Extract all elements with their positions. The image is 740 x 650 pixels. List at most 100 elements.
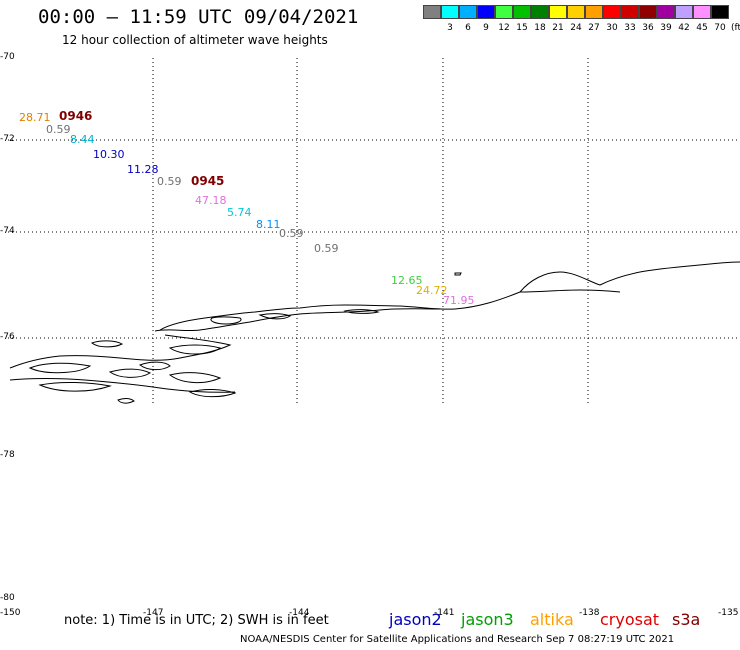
legend-item: 12 (495, 5, 513, 33)
wave-height-value: 47.18 (195, 194, 227, 207)
legend-item: 18 (531, 5, 549, 33)
lat-label: -72 (0, 134, 15, 144)
lon-label: -144 (289, 608, 310, 618)
legend-swatch (693, 5, 711, 19)
legend-item: 3 (441, 5, 459, 33)
legend-swatch (711, 5, 729, 19)
legend-item: 15 (513, 5, 531, 33)
wave-height-value: 0.59 (279, 227, 304, 240)
legend-swatch (639, 5, 657, 19)
ice-island (138, 361, 171, 371)
color-legend: 3 6 9 12 15 18 21 24 27 30 33 36 39 42 4… (423, 5, 740, 33)
legend-item: 42 (675, 5, 693, 33)
legend-swatch (459, 5, 477, 19)
ice-island (108, 368, 152, 378)
legend-item: 24 (567, 5, 585, 33)
wave-height-value: 10.30 (93, 148, 125, 161)
map-subtitle: 12 hour collection of altimeter wave hei… (62, 33, 328, 47)
legend-label: 33 (624, 23, 636, 33)
pass-time-label: 0946 (59, 109, 93, 123)
legend-label: 70 (714, 23, 726, 33)
legend-swatch (567, 5, 585, 19)
wave-height-value: 24.72 (416, 284, 448, 297)
legend-item: 70 (711, 5, 729, 33)
ice-island (28, 362, 92, 374)
ice-shelf (9, 378, 236, 393)
ice-island (168, 344, 222, 355)
legend-unit: (ft) (731, 23, 740, 33)
graticule (8, 58, 740, 406)
wave-height-value: 0.59 (314, 242, 339, 255)
coastline-shelf (154, 308, 441, 332)
legend-item: 9 (477, 5, 495, 33)
wave-height-value: 11.28 (127, 163, 159, 176)
legend-swatch (513, 5, 531, 19)
legend-item: 27 (585, 5, 603, 33)
legend-label: 30 (606, 23, 618, 33)
lon-label: -135 (718, 608, 739, 618)
lon-label: -150 (0, 608, 21, 618)
lat-label: -74 (0, 226, 15, 236)
lon-label: -147 (143, 608, 164, 618)
legend-label: 3 (447, 23, 453, 33)
coastline (9, 261, 740, 404)
lon-label: -141 (434, 608, 455, 618)
legend-item: 21 (549, 5, 567, 33)
legend-swatch (549, 5, 567, 19)
legend-label: 18 (534, 23, 546, 33)
pass-time-label: 0945 (191, 174, 225, 188)
legend-swatch (585, 5, 603, 19)
wave-height-value: 71.95 (443, 294, 475, 307)
ice-island (343, 309, 380, 314)
wave-height-value: 0.59 (46, 123, 71, 136)
satellite-jason2: jason2 (389, 610, 442, 629)
legend-item: 6 (459, 5, 477, 33)
ice-island (188, 389, 237, 398)
satellite-altika: altika (530, 610, 574, 629)
legend-label: 24 (570, 23, 582, 33)
legend-label: 15 (516, 23, 528, 33)
legend-label: 27 (588, 23, 600, 33)
ice-island (454, 272, 462, 276)
legend-swatch (657, 5, 675, 19)
legend-swatch (423, 5, 441, 19)
ice-island (91, 340, 124, 348)
satellite-s3a: s3a (672, 610, 701, 629)
map-title: 00:00 – 11:59 UTC 09/04/2021 (38, 6, 359, 28)
lat-label: -76 (0, 332, 15, 342)
wave-height-value: 5.74 (227, 206, 252, 219)
credits-footer: NOAA/NESDIS Center for Satellite Applica… (240, 634, 675, 645)
units-note: note: 1) Time is in UTC; 2) SWH is in fe… (64, 613, 329, 628)
legend-label: 36 (642, 23, 654, 33)
legend-label: 6 (465, 23, 471, 33)
coastline-inner (519, 289, 621, 293)
wave-height-value: 12.65 (391, 274, 423, 287)
wave-height-value: 8.44 (70, 133, 95, 146)
legend-label: 42 (678, 23, 690, 33)
legend-label: 12 (498, 23, 510, 33)
ice-island (210, 316, 242, 325)
legend-item: 30 (603, 5, 621, 33)
legend-swatch (603, 5, 621, 19)
ice-shelf (9, 334, 232, 369)
legend-label: 21 (552, 23, 564, 33)
lat-label: -78 (0, 450, 15, 460)
legend-item: 39 (657, 5, 675, 33)
legend-swatch (531, 5, 549, 19)
legend-label: 9 (483, 23, 489, 33)
legend-swatch (477, 5, 495, 19)
wave-height-value: 0.59 (157, 175, 182, 188)
legend-item (423, 5, 441, 33)
wave-height-value: 28.71 (19, 111, 51, 124)
legend-label: 39 (660, 23, 672, 33)
lat-label: -70 (0, 52, 15, 62)
legend-item: 36 (639, 5, 657, 33)
legend-label: 45 (696, 23, 708, 33)
legend-item: 33 (621, 5, 639, 33)
legend-swatch (621, 5, 639, 19)
ice-island (168, 372, 222, 383)
ice-island (117, 398, 135, 404)
satellite-jason3: jason3 (461, 610, 514, 629)
legend-swatch (495, 5, 513, 19)
legend-swatch (675, 5, 693, 19)
